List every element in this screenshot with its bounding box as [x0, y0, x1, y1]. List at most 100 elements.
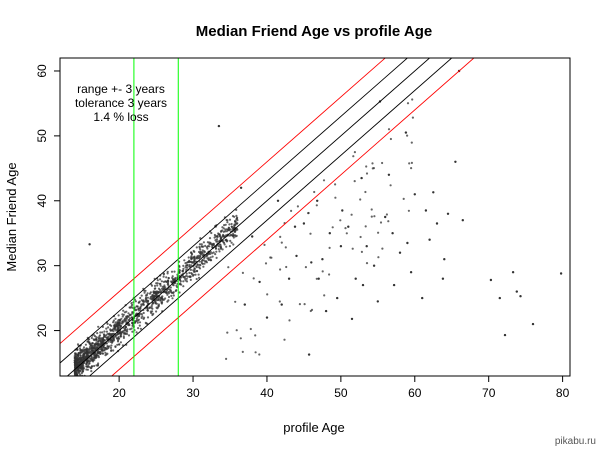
data-point [101, 347, 104, 350]
data-point [159, 299, 162, 302]
x-tick-label: 80 [556, 386, 570, 400]
data-point [290, 209, 293, 212]
data-point [387, 128, 391, 131]
data-point [166, 293, 169, 296]
data-point [182, 267, 185, 270]
data-point [188, 265, 191, 268]
data-point [81, 354, 84, 357]
data-point [519, 295, 522, 298]
data-point [225, 240, 228, 243]
data-point [149, 295, 152, 299]
data-point [178, 269, 182, 272]
data-point [233, 234, 237, 237]
data-point [235, 222, 238, 225]
data-point [100, 342, 103, 345]
data-point [80, 356, 83, 359]
data-point [222, 227, 225, 230]
data-point [190, 251, 193, 254]
data-point [288, 319, 291, 322]
data-point [112, 338, 115, 341]
data-point [79, 369, 82, 372]
data-point [130, 302, 133, 305]
data-point [283, 338, 286, 341]
data-point [188, 260, 192, 263]
data-point [152, 312, 155, 315]
data-point [92, 356, 95, 359]
data-point [209, 252, 212, 255]
data-point [435, 222, 439, 225]
data-point [78, 382, 80, 384]
data-point [498, 296, 501, 300]
data-point [183, 259, 186, 262]
data-point [195, 246, 198, 249]
data-point [131, 321, 134, 324]
data-point [105, 330, 108, 333]
data-point [235, 214, 238, 217]
data-point [191, 273, 194, 276]
data-point [241, 271, 244, 274]
data-point [279, 268, 282, 271]
data-point [158, 288, 162, 291]
data-point [189, 278, 192, 281]
data-point [87, 341, 90, 344]
data-point [74, 366, 77, 369]
data-point [117, 314, 120, 317]
data-point [160, 296, 163, 299]
data-point [84, 343, 87, 346]
data-point [265, 316, 269, 319]
data-point [334, 183, 337, 186]
data-point [454, 160, 457, 163]
data-point [105, 338, 109, 341]
data-point [113, 324, 116, 327]
data-point [181, 270, 184, 273]
data-point [187, 256, 190, 259]
data-point [101, 337, 105, 340]
data-point [100, 340, 103, 343]
x-tick-label: 40 [260, 386, 274, 400]
data-point [75, 371, 78, 374]
data-point [83, 350, 86, 353]
data-point [428, 238, 431, 241]
data-point [93, 347, 96, 350]
data-point [239, 337, 242, 340]
data-point [139, 296, 142, 300]
data-point [190, 253, 194, 256]
data-point [104, 336, 107, 339]
data-point [194, 273, 197, 276]
data-point [137, 301, 141, 304]
data-point [171, 275, 174, 278]
data-point [204, 244, 207, 247]
data-point [160, 280, 163, 283]
data-point [146, 296, 149, 299]
data-point [410, 161, 413, 164]
data-point [391, 232, 394, 235]
data-point [76, 367, 80, 371]
data-point [232, 236, 235, 239]
data-point [264, 262, 268, 265]
data-point [110, 344, 113, 347]
data-point [315, 204, 318, 207]
data-point [126, 328, 129, 331]
data-point [137, 318, 140, 321]
data-point [99, 350, 102, 353]
data-point [88, 362, 91, 365]
data-point [183, 277, 187, 280]
y-axis-label: Median Friend Age [4, 162, 19, 271]
data-point [86, 353, 89, 356]
data-point [208, 245, 211, 248]
data-point [150, 305, 153, 308]
data-point [234, 300, 237, 303]
data-point [200, 245, 203, 248]
data-point [116, 328, 119, 331]
data-point [489, 278, 493, 282]
data-point [189, 268, 192, 271]
data-point [144, 321, 147, 324]
data-point [145, 301, 148, 304]
data-point [98, 334, 102, 337]
data-point [206, 241, 209, 244]
data-point [230, 222, 233, 226]
data-point [208, 258, 211, 261]
data-point [446, 212, 450, 215]
data-point [167, 277, 170, 280]
